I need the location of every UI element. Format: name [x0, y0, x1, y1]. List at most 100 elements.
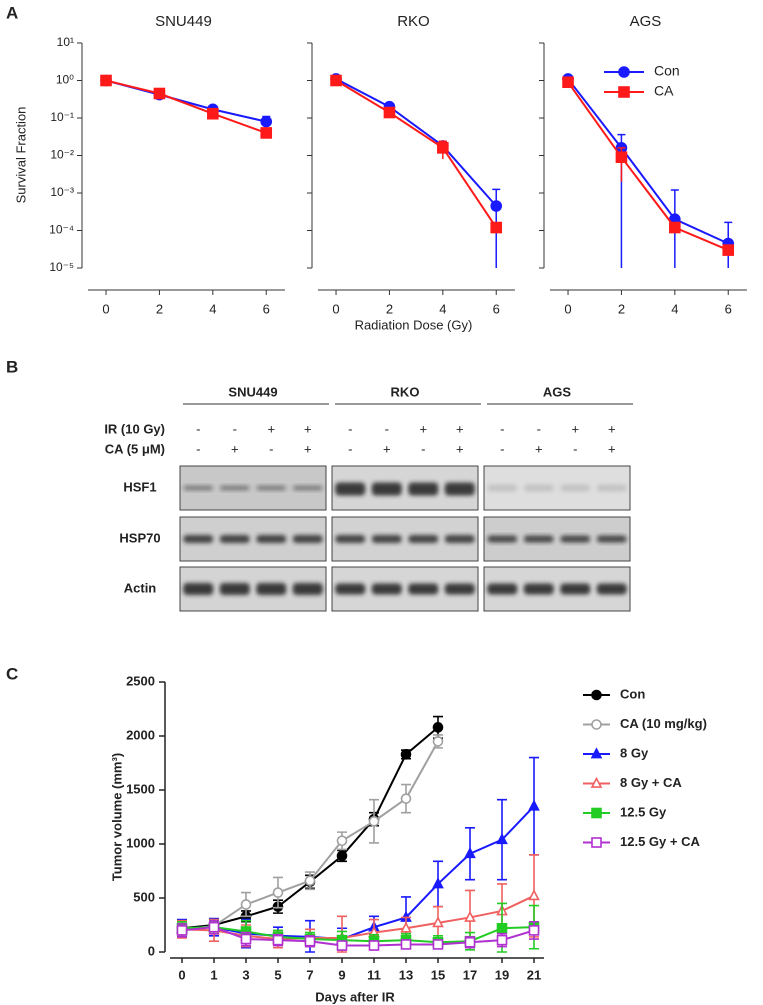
x-tick-label: 3 [242, 967, 249, 982]
x-tick-label: 21 [527, 967, 541, 982]
group-label: RKO [391, 384, 420, 399]
x-tick-label: 2 [618, 301, 625, 316]
blot-band [408, 535, 439, 543]
series-line [335, 79, 498, 229]
marker [432, 722, 444, 733]
legend-label: 12.5 Gy [620, 804, 667, 819]
series-line [567, 78, 729, 245]
marker [437, 142, 449, 154]
y-tick-label: 10⁰ [56, 73, 74, 87]
treatment-sign: - [421, 441, 425, 456]
marker [722, 244, 735, 256]
blot-band [335, 535, 366, 543]
marker [464, 910, 476, 922]
series-line [181, 726, 439, 930]
blot-band [487, 535, 518, 543]
treatment-sign: + [456, 421, 464, 436]
treatment-sign: + [419, 421, 427, 436]
treatment-sign: + [231, 441, 239, 456]
legend-marker [618, 86, 630, 98]
blot-band [183, 485, 214, 491]
marker [176, 925, 188, 936]
blot-band [523, 484, 554, 492]
treatment-sign: - [385, 421, 389, 436]
blot-band [219, 535, 250, 543]
treatment-sign: - [269, 441, 273, 456]
panel-label: C [6, 664, 18, 683]
protein-label: HSP70 [119, 530, 160, 545]
blot-band [487, 583, 518, 595]
legend-marker [590, 776, 603, 788]
protein-label: Actin [124, 580, 157, 595]
series-line [335, 78, 497, 207]
treatment-sign: - [348, 421, 352, 436]
treatment-sign: + [535, 441, 543, 456]
legend-marker [591, 719, 602, 730]
marker [207, 107, 219, 120]
marker [240, 933, 252, 945]
blot-band [408, 482, 439, 496]
series-line [181, 926, 535, 944]
blot-band [371, 482, 402, 496]
marker [400, 749, 412, 760]
marker [432, 916, 444, 928]
legend-label: CA [654, 83, 674, 99]
treatment-sign: + [608, 421, 616, 436]
marker [240, 899, 252, 910]
blot-band [371, 583, 402, 595]
x-tick-label: 6 [263, 301, 270, 316]
treatment-sign: - [500, 441, 504, 456]
blot-band [408, 583, 439, 595]
marker [336, 940, 348, 951]
blot-band [444, 583, 475, 595]
legend-label: CA (10 mg/kg) [620, 716, 707, 731]
blot-band [560, 583, 591, 595]
blot-band [596, 484, 627, 492]
marker [208, 921, 220, 933]
legend-marker [590, 747, 603, 759]
blot-band [219, 583, 250, 595]
marker [336, 835, 348, 847]
series-line [181, 740, 439, 931]
blot-band [523, 535, 554, 543]
blot-band [219, 485, 250, 491]
x-tick-label: 4 [439, 301, 446, 316]
treatment-sign: + [571, 421, 579, 436]
series-line [181, 926, 535, 947]
marker [400, 921, 412, 933]
x-tick-label: 13 [399, 967, 413, 982]
legend-marker [591, 837, 602, 848]
y-tick-label: 10⁻² [50, 148, 74, 162]
blot-band [335, 583, 366, 595]
treatment-sign: - [537, 421, 541, 436]
marker [669, 221, 681, 234]
x-tick-label: 15 [431, 967, 445, 982]
y-tick-label: 10⁻⁴ [49, 223, 74, 237]
marker [562, 76, 574, 89]
treatment-sign: - [196, 421, 200, 436]
marker [432, 877, 444, 889]
protein-label: HSF1 [123, 479, 156, 494]
treatment-sign: + [267, 421, 275, 436]
chart-title: AGS [630, 13, 662, 30]
blot-band [256, 535, 287, 543]
y-tick-label: 2500 [126, 673, 155, 688]
legend-marker [591, 807, 602, 819]
marker [528, 799, 540, 811]
marker [272, 887, 284, 898]
marker [368, 940, 380, 951]
blot-band [183, 535, 214, 543]
legend-label: 8 Gy + CA [620, 775, 682, 790]
blot-band [335, 482, 366, 496]
marker [272, 934, 284, 946]
y-tick-label: 500 [133, 889, 155, 904]
x-axis-label: Days after IR [315, 989, 395, 1004]
treatment-sign: - [500, 421, 504, 436]
treatment-sign: - [233, 421, 237, 436]
marker [615, 151, 628, 164]
blot-band [596, 535, 627, 543]
x-tick-label: 6 [493, 301, 500, 316]
legend-marker [591, 689, 602, 701]
x-tick-label: 2 [156, 301, 163, 316]
marker [496, 833, 508, 845]
